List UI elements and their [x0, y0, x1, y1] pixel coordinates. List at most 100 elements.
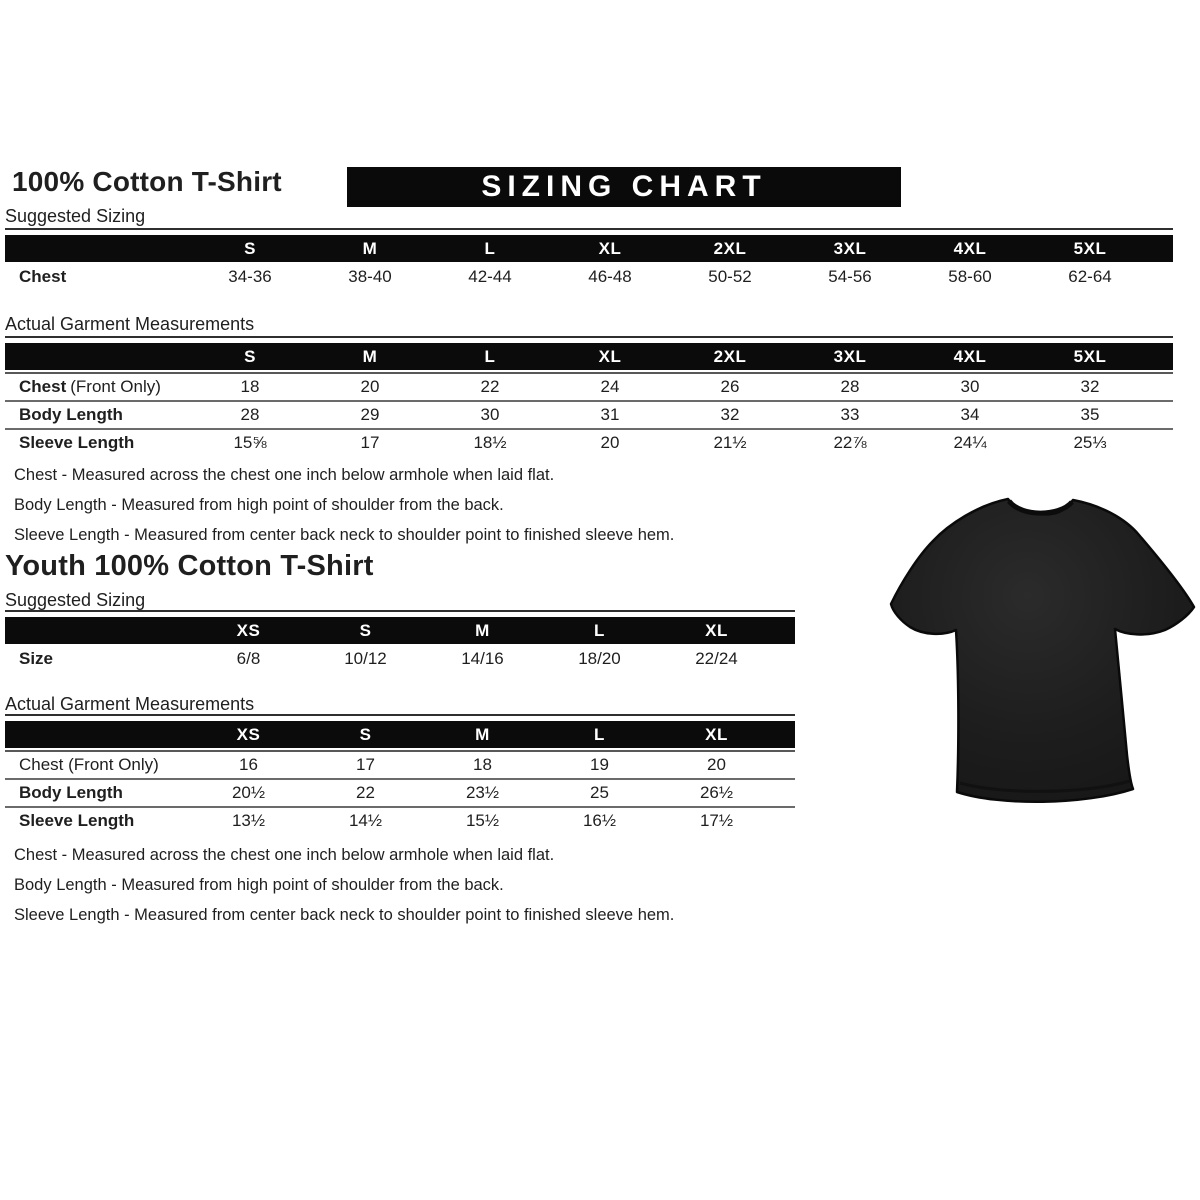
- size-col-header: L: [594, 724, 605, 744]
- row-label: Size: [19, 649, 54, 668]
- table-cell: 34-36: [228, 267, 272, 286]
- table-cell: 21½: [713, 433, 747, 452]
- table-cell: 16½: [582, 811, 617, 830]
- row-label-suffix: (Front Only): [70, 377, 161, 396]
- table-cell: 10/12: [344, 649, 387, 668]
- sizing-chart-banner-label: SIZING CHART: [481, 170, 767, 203]
- table-top-rule: [5, 228, 1173, 230]
- table-cell: 22/24: [695, 649, 738, 668]
- table-row: Sleeve Length 15⅝ 17 18½ 20 21½ 22⅞ 24¼ …: [5, 428, 1173, 456]
- size-col-header: XL: [598, 346, 622, 366]
- table-body: Chest (Front Only) 18 20 22 24 26 28 30 3…: [5, 372, 1173, 456]
- table-row: Size 6/8 10/12 14/16 18/20 22/24: [5, 644, 795, 674]
- measurement-note: Chest - Measured across the chest one in…: [14, 846, 555, 864]
- size-col-header: 3XL: [833, 346, 867, 366]
- table-top-rule: [5, 336, 1173, 338]
- youth-actual-measurements-label: Actual Garment Measurements: [5, 694, 255, 714]
- tshirt-hem-shading: [959, 779, 1131, 793]
- size-col-header: 5XL: [1073, 346, 1107, 366]
- table-cell: 54-56: [828, 267, 872, 286]
- table-cell: 14½: [348, 811, 383, 830]
- size-header-row: S M L XL 2XL 3XL 4XL 5XL: [5, 235, 1173, 262]
- size-col-header: XS: [236, 620, 261, 640]
- size-col-header: 4XL: [953, 346, 987, 366]
- row-label: Body Length: [19, 405, 123, 424]
- table-cell: 17: [360, 433, 380, 452]
- tshirt-collar: [1007, 499, 1074, 516]
- size-col-header: M: [475, 724, 490, 744]
- table-cell: 15½: [465, 811, 500, 830]
- measurement-note: Sleeve Length - Measured from center bac…: [14, 906, 675, 924]
- table-cell: 16: [239, 755, 258, 774]
- table-cell: 20½: [231, 783, 266, 802]
- table-cell: 20: [707, 755, 726, 774]
- table-cell: 42-44: [468, 267, 512, 286]
- size-col-header: L: [594, 620, 605, 640]
- table-cell: 32: [720, 405, 740, 424]
- adult-actual-measurements-label: Actual Garment Measurements: [5, 314, 255, 334]
- size-col-header: 4XL: [953, 238, 987, 258]
- tshirt-image: [889, 497, 1196, 803]
- table-cell: 19: [590, 755, 609, 774]
- table-cell: 22: [356, 783, 375, 802]
- row-label: Chest (Front Only): [5, 374, 190, 400]
- table-row: Chest (Front Only) 16 17 18 19 20: [5, 750, 795, 778]
- table-cell: 25: [590, 783, 609, 802]
- size-col-header: S: [244, 346, 256, 366]
- adult-suggested-sizing-label: Suggested Sizing: [5, 206, 146, 226]
- size-col-header: XL: [598, 238, 622, 258]
- table-cell: 58-60: [948, 267, 992, 286]
- table-cell: 62-64: [1068, 267, 1112, 286]
- table-cell: 31: [600, 405, 620, 424]
- row-label: Chest (Front Only): [19, 755, 159, 774]
- size-col-header: M: [362, 346, 378, 366]
- measurement-notes: Chest - Measured across the chest one in…: [14, 840, 674, 930]
- table-row: Chest 34-36 38-40 42-44 46-48 50-52 54-5…: [5, 262, 1173, 292]
- table-cell: 50-52: [708, 267, 752, 286]
- sizing-chart-banner: SIZING CHART: [347, 167, 901, 207]
- table-cell: 46-48: [588, 267, 632, 286]
- measurement-note: Body Length - Measured from high point o…: [14, 496, 504, 514]
- size-col-header: 2XL: [713, 238, 747, 258]
- table-cell: 24: [600, 377, 620, 396]
- youth-page-title: Youth 100% Cotton T-Shirt: [5, 550, 374, 582]
- table-cell: 35: [1080, 405, 1100, 424]
- size-col-header: 2XL: [713, 346, 747, 366]
- table-cell: 22: [480, 377, 500, 396]
- table-cell: 25⅓: [1073, 433, 1107, 452]
- table-cell: 29: [360, 405, 380, 424]
- tshirt-silhouette: [889, 497, 1196, 803]
- table-cell: 15⅝: [233, 433, 267, 452]
- size-header-row: XS S M L XL: [5, 617, 795, 644]
- youth-suggested-sizing-label: Suggested Sizing: [5, 590, 146, 610]
- youth-actual-measurements-table: XS S M L XL Chest (Front Only) 16 17 18 …: [5, 714, 795, 834]
- table-cell: 17: [356, 755, 375, 774]
- table-cell: 18: [473, 755, 492, 774]
- table-row: Body Length 20½ 22 23½ 25 26½: [5, 778, 795, 806]
- size-header-row: S M L XL 2XL 3XL 4XL 5XL: [5, 343, 1173, 370]
- table-cell: 17½: [699, 811, 734, 830]
- table-cell: 28: [240, 405, 260, 424]
- table-cell: 18: [240, 377, 260, 396]
- table-cell: 14/16: [461, 649, 504, 668]
- table-cell: 18/20: [578, 649, 621, 668]
- adult-actual-measurements-table: S M L XL 2XL 3XL 4XL 5XL Chest (Front Onl…: [5, 336, 1173, 456]
- row-label: Sleeve Length: [19, 811, 135, 830]
- table-cell: 26½: [699, 783, 734, 802]
- row-label: Sleeve Length: [19, 433, 135, 452]
- size-col-header: 5XL: [1073, 238, 1107, 258]
- table-cell: 18½: [473, 433, 507, 452]
- table-cell: 13½: [231, 811, 266, 830]
- table-top-rule: [5, 610, 795, 612]
- row-label-main: Chest: [19, 377, 67, 396]
- size-col-header: XL: [705, 620, 728, 640]
- table-cell: 30: [480, 405, 500, 424]
- page-title: 100% Cotton T-Shirt: [12, 166, 282, 197]
- size-col-header: XL: [705, 724, 728, 744]
- size-col-header: L: [484, 346, 496, 366]
- size-col-header: M: [362, 238, 378, 258]
- table-row: Sleeve Length 13½ 14½ 15½ 16½ 17½: [5, 806, 795, 834]
- row-label: Chest: [19, 267, 67, 286]
- size-col-header: 3XL: [833, 238, 867, 258]
